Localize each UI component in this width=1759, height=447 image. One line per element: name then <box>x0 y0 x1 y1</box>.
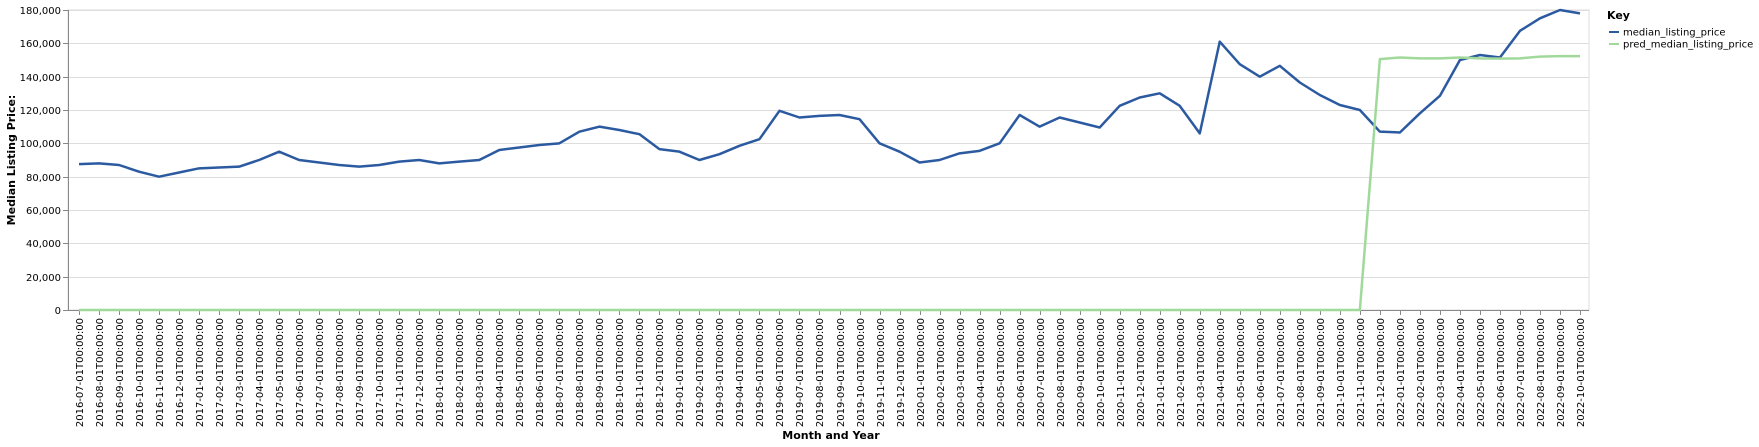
x-tick-label: 2017-03-01T00:00:00 <box>235 318 246 427</box>
x-tick-label: 2020-07-01T00:00:00 <box>1036 318 1047 427</box>
x-tick-label: 2018-07-01T00:00:00 <box>555 318 566 427</box>
x-tick-label: 2022-06-01T00:00:00 <box>1496 318 1507 427</box>
series-line-pred-median-listing-price <box>79 54 1580 312</box>
x-tick-label: 2022-10-01T00:00:00 <box>1576 318 1587 427</box>
x-tick-label: 2020-03-01T00:00:00 <box>956 318 967 427</box>
x-tick-label: 2016-10-01T00:00:00 <box>135 318 146 427</box>
legend: Key median_listing_pricepred_median_list… <box>1607 9 1753 51</box>
x-tick-label: 2019-04-01T00:00:00 <box>735 318 746 427</box>
x-tick-label: 2020-04-01T00:00:00 <box>976 318 987 427</box>
x-tick-label: 2017-05-01T00:00:00 <box>275 318 286 427</box>
x-tick-label: 2018-02-01T00:00:00 <box>455 318 466 427</box>
x-tick-label: 2019-11-01T00:00:00 <box>876 318 887 427</box>
x-tick-label: 2018-12-01T00:00:00 <box>655 318 666 427</box>
axes: 0 20,000 40,000 60,000 80,000 100,000 120,000 1… <box>20 6 1589 427</box>
y-tick-label: 120,000 <box>20 106 61 117</box>
x-tick-label: 2021-10-01T00:00:00 <box>1336 318 1347 427</box>
y-axis-title: Median Listing Price: <box>5 95 18 226</box>
x-tick-label: 2020-01-01T00:00:00 <box>916 318 927 427</box>
x-tick-label: 2017-06-01T00:00:00 <box>295 318 306 427</box>
x-tick-label: 2018-03-01T00:00:00 <box>475 318 486 427</box>
x-tick-label: 2021-01-01T00:00:00 <box>1156 318 1167 427</box>
x-tick-label: 2019-09-01T00:00:00 <box>836 318 847 427</box>
x-tick-label: 2017-09-01T00:00:00 <box>355 318 366 427</box>
x-tick-label: 2016-09-01T00:00:00 <box>115 318 126 427</box>
legend-title: Key <box>1607 9 1630 22</box>
x-tick-label: 2018-08-01T00:00:00 <box>575 318 586 427</box>
x-tick-label: 2019-02-01T00:00:00 <box>695 318 706 427</box>
x-tick-label: 2016-12-01T00:00:00 <box>175 318 186 427</box>
x-tick-label: 2017-01-01T00:00:00 <box>195 318 206 427</box>
x-tick-label: 2019-12-01T00:00:00 <box>896 318 907 427</box>
x-tick-label: 2019-06-01T00:00:00 <box>775 318 786 427</box>
x-tick-label: 2021-02-01T00:00:00 <box>1176 318 1187 427</box>
x-tick-label: 2018-04-01T00:00:00 <box>495 318 506 427</box>
gridlines <box>67 9 1590 311</box>
series-line-median-listing-price <box>78 8 1581 178</box>
x-tick-label: 2021-12-01T00:00:00 <box>1376 318 1387 427</box>
x-tick-label: 2018-09-01T00:00:00 <box>595 318 606 427</box>
x-tick-label: 2019-10-01T00:00:00 <box>856 318 867 427</box>
x-tick-label: 2017-07-01T00:00:00 <box>315 318 326 427</box>
x-tick-label: 2019-08-01T00:00:00 <box>815 318 826 427</box>
x-tick-label: 2021-11-01T00:00:00 <box>1356 318 1367 427</box>
x-tick-label: 2022-09-01T00:00:00 <box>1556 318 1567 427</box>
x-tick-label: 2017-10-01T00:00:00 <box>375 318 386 427</box>
x-tick-label: 2017-12-01T00:00:00 <box>415 318 426 427</box>
x-tick-label: 2020-12-01T00:00:00 <box>1136 318 1147 427</box>
x-tick-label: 2022-05-01T00:00:00 <box>1476 318 1487 427</box>
x-tick-label: 2018-01-01T00:00:00 <box>435 318 446 427</box>
y-tick-label: 20,000 <box>26 273 61 284</box>
y-tick-label: 40,000 <box>26 239 61 250</box>
x-tick-label: 2021-03-01T00:00:00 <box>1196 318 1207 427</box>
x-tick-label: 2022-08-01T00:00:00 <box>1536 318 1547 427</box>
x-tick-label: 2021-07-01T00:00:00 <box>1276 318 1287 427</box>
x-tick-label: 2020-08-01T00:00:00 <box>1056 318 1067 427</box>
y-tick-label: 140,000 <box>20 73 61 84</box>
y-tick-label: 160,000 <box>20 39 61 50</box>
y-tick-label: 60,000 <box>26 206 61 217</box>
x-tick-label: 2018-10-01T00:00:00 <box>615 318 626 427</box>
x-tick-label: 2022-02-01T00:00:00 <box>1416 318 1427 427</box>
x-tick-label: 2022-04-01T00:00:00 <box>1456 318 1467 427</box>
x-tick-label: 2020-11-01T00:00:00 <box>1116 318 1127 427</box>
series-lines <box>78 8 1581 312</box>
x-tick-label: 2021-08-01T00:00:00 <box>1296 318 1307 427</box>
y-tick-label: 100,000 <box>20 139 61 150</box>
legend-items: median_listing_pricepred_median_listing_… <box>1609 28 1753 51</box>
x-tick-label: 2021-09-01T00:00:00 <box>1316 318 1327 427</box>
x-tick-label: 2019-03-01T00:00:00 <box>715 318 726 427</box>
x-tick-label: 2022-01-01T00:00:00 <box>1396 318 1407 427</box>
x-tick-label: 2021-05-01T00:00:00 <box>1236 318 1247 427</box>
x-tick-label: 2018-05-01T00:00:00 <box>515 318 526 427</box>
x-tick-label: 2018-11-01T00:00:00 <box>635 318 646 427</box>
x-axis-title: Month and Year <box>782 429 880 442</box>
x-tick-label: 2016-07-01T00:00:00 <box>75 318 86 427</box>
x-tick-label: 2016-11-01T00:00:00 <box>155 318 166 427</box>
x-tick-label: 2017-02-01T00:00:00 <box>215 318 226 427</box>
y-tick-label: 180,000 <box>20 6 61 17</box>
x-tick-label: 2019-05-01T00:00:00 <box>755 318 766 427</box>
x-tick-label: 2017-11-01T00:00:00 <box>395 318 406 427</box>
y-tick-label: 0 <box>55 306 61 317</box>
x-tick-label: 2022-07-01T00:00:00 <box>1516 318 1527 427</box>
x-tick-label: 2019-07-01T00:00:00 <box>795 318 806 427</box>
x-tick-label: 2017-08-01T00:00:00 <box>335 318 346 427</box>
y-tick-label: 80,000 <box>26 173 61 184</box>
legend-label: median_listing_price <box>1623 28 1726 39</box>
x-tick-label: 2020-06-01T00:00:00 <box>1016 318 1027 427</box>
x-tick-label: 2020-09-01T00:00:00 <box>1076 318 1087 427</box>
x-tick-label: 2016-08-01T00:00:00 <box>95 318 106 427</box>
x-tick-label: 2019-01-01T00:00:00 <box>675 318 686 427</box>
x-tick-label: 2020-05-01T00:00:00 <box>996 318 1007 427</box>
x-tick-label: 2021-06-01T00:00:00 <box>1256 318 1267 427</box>
x-tick-label: 2018-06-01T00:00:00 <box>535 318 546 427</box>
x-tick-label: 2022-03-01T00:00:00 <box>1436 318 1447 427</box>
x-tick-label: 2021-04-01T00:00:00 <box>1216 318 1227 427</box>
x-tick-label: 2017-04-01T00:00:00 <box>255 318 266 427</box>
legend-label: pred_median_listing_price <box>1623 40 1753 51</box>
x-tick-label: 2020-02-01T00:00:00 <box>936 318 947 427</box>
x-tick-label: 2020-10-01T00:00:00 <box>1096 318 1107 427</box>
